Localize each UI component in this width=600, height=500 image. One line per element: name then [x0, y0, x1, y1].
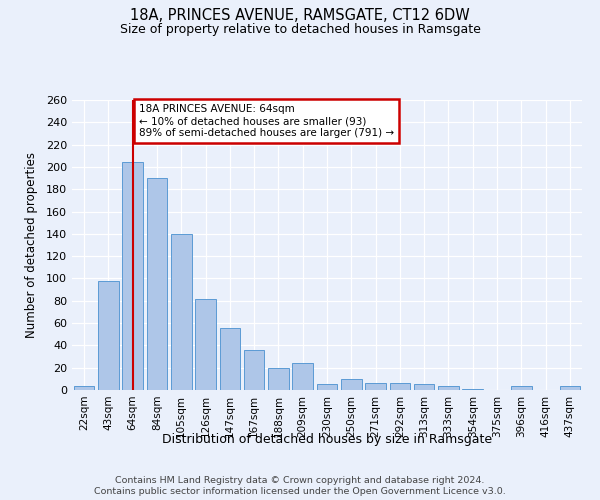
Y-axis label: Number of detached properties: Number of detached properties — [25, 152, 38, 338]
Text: Distribution of detached houses by size in Ramsgate: Distribution of detached houses by size … — [162, 432, 492, 446]
Bar — [74, 386, 94, 390]
Bar — [220, 328, 240, 390]
Bar — [438, 386, 459, 390]
Bar — [146, 178, 167, 390]
Bar — [365, 384, 386, 390]
Bar — [171, 234, 191, 390]
Text: 18A, PRINCES AVENUE, RAMSGATE, CT12 6DW: 18A, PRINCES AVENUE, RAMSGATE, CT12 6DW — [130, 8, 470, 22]
Bar — [317, 384, 337, 390]
Bar — [511, 386, 532, 390]
Bar — [292, 363, 313, 390]
Bar — [122, 162, 143, 390]
Text: Contains public sector information licensed under the Open Government Licence v3: Contains public sector information licen… — [94, 488, 506, 496]
Text: Contains HM Land Registry data © Crown copyright and database right 2024.: Contains HM Land Registry data © Crown c… — [115, 476, 485, 485]
Bar — [244, 350, 265, 390]
Bar — [341, 379, 362, 390]
Bar — [195, 298, 216, 390]
Bar — [98, 280, 119, 390]
Text: 18A PRINCES AVENUE: 64sqm
← 10% of detached houses are smaller (93)
89% of semi-: 18A PRINCES AVENUE: 64sqm ← 10% of detac… — [139, 104, 394, 138]
Bar — [560, 386, 580, 390]
Bar — [389, 384, 410, 390]
Bar — [268, 368, 289, 390]
Bar — [414, 384, 434, 390]
Text: Size of property relative to detached houses in Ramsgate: Size of property relative to detached ho… — [119, 22, 481, 36]
Bar — [463, 389, 483, 390]
